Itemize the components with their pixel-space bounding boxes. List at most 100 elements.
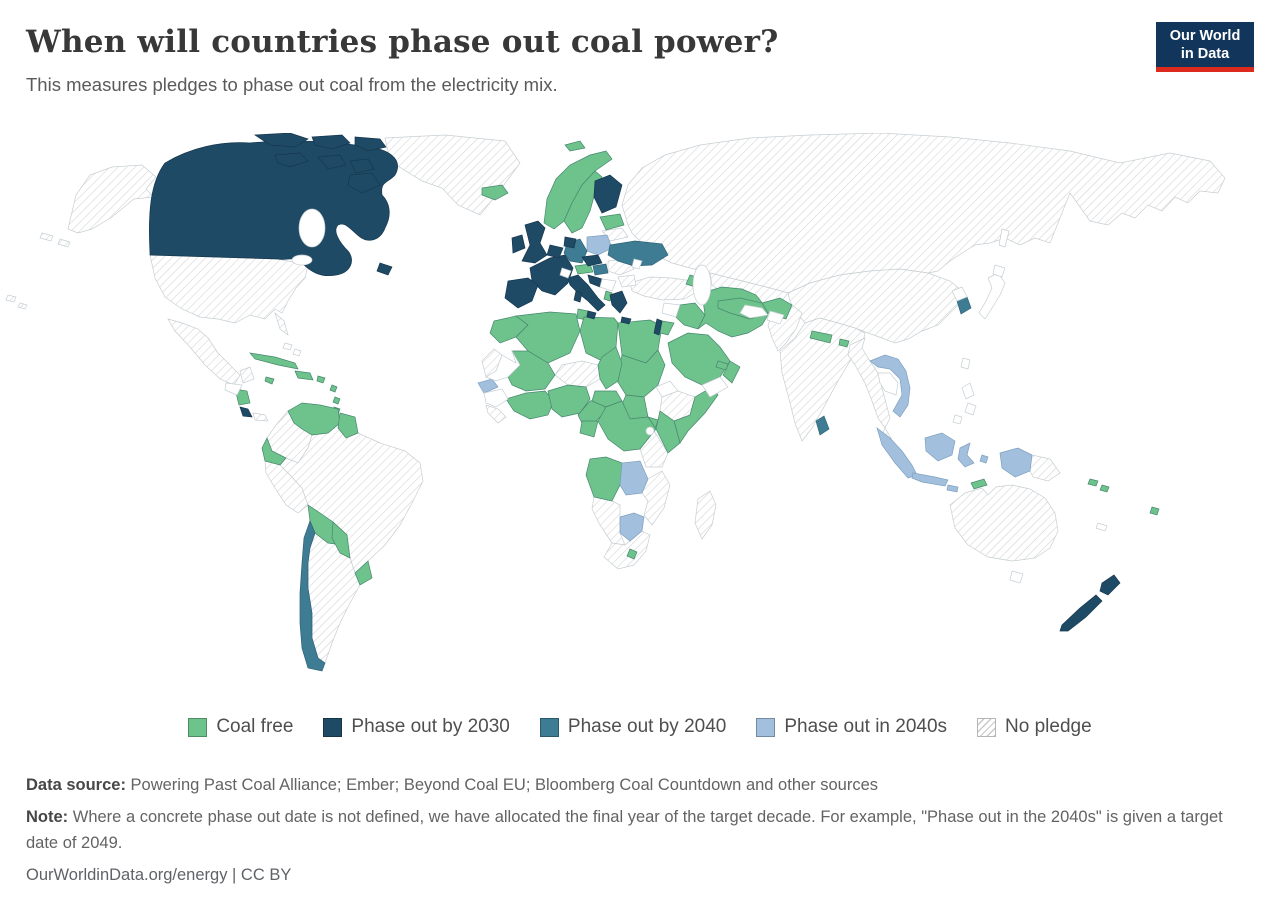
country-algeria[interactable] <box>515 311 581 364</box>
nz-north-island[interactable] <box>1099 574 1121 596</box>
country-venezuela[interactable] <box>287 402 341 436</box>
country-syria[interactable] <box>661 302 681 318</box>
country-taiwan[interactable] <box>960 357 971 370</box>
indonesia-papua[interactable] <box>999 447 1033 478</box>
crete[interactable] <box>620 316 632 325</box>
country-ecuador[interactable] <box>261 437 287 466</box>
newfoundland[interactable] <box>376 262 393 276</box>
legend-item-2030[interactable]: Phase out by 2030 <box>323 716 510 738</box>
country-paraguay[interactable] <box>331 521 351 559</box>
legend-item-coal-free[interactable]: Coal free <box>188 716 293 738</box>
sakhalin[interactable] <box>998 228 1010 248</box>
country-bhutan[interactable] <box>838 338 850 348</box>
country-finland[interactable] <box>593 174 623 214</box>
solomon-islands[interactable] <box>1087 478 1110 493</box>
country-niger[interactable] <box>554 360 601 388</box>
country-drc[interactable] <box>597 400 657 452</box>
country-zambia[interactable] <box>619 460 649 496</box>
country-vietnam[interactable] <box>869 354 911 418</box>
aleutian-islands[interactable] <box>39 232 71 248</box>
country-australia[interactable] <box>949 484 1059 562</box>
country-philippines[interactable] <box>952 382 977 425</box>
usa-florida[interactable] <box>274 311 289 336</box>
country-switzerland[interactable] <box>559 267 572 279</box>
guyana-suriname[interactable] <box>337 412 359 439</box>
country-senegal[interactable] <box>477 378 499 394</box>
indonesia-sulawesi[interactable] <box>957 442 975 468</box>
country-nepal[interactable] <box>809 330 833 344</box>
country-north-korea[interactable] <box>951 286 968 302</box>
sicily[interactable] <box>586 310 597 320</box>
baltic-states[interactable] <box>599 213 625 231</box>
country-austria[interactable] <box>574 263 594 275</box>
hispaniola[interactable] <box>294 370 314 381</box>
country-eritrea[interactable] <box>655 380 679 398</box>
bahamas[interactable] <box>282 342 302 357</box>
sardinia-corsica[interactable] <box>573 290 583 303</box>
country-moldova[interactable] <box>631 258 643 270</box>
country-uruguay[interactable] <box>354 560 373 586</box>
mexico-yucatan[interactable] <box>239 366 255 384</box>
sierra-leone-liberia[interactable] <box>485 404 507 424</box>
country-guinea[interactable] <box>483 388 509 408</box>
country-angola[interactable] <box>585 456 623 502</box>
country-costa-rica[interactable] <box>239 406 253 418</box>
congo-gabon[interactable] <box>579 420 599 438</box>
country-lesotho[interactable] <box>626 548 638 560</box>
country-japan[interactable] <box>978 272 1006 320</box>
country-kenya[interactable] <box>655 410 681 454</box>
japan-hokkaido[interactable] <box>992 264 1006 278</box>
country-chad[interactable] <box>597 346 623 390</box>
country-greece[interactable] <box>609 290 628 314</box>
indonesia-java[interactable] <box>911 472 949 487</box>
benelux[interactable] <box>546 244 564 259</box>
legend-item-2040s[interactable]: Phase out in 2040s <box>756 716 947 738</box>
ivory-coast-ghana[interactable] <box>505 390 555 420</box>
country-poland[interactable] <box>586 234 613 256</box>
country-jordan[interactable] <box>659 320 675 336</box>
guatemala-honduras[interactable] <box>224 382 243 396</box>
country-hungary[interactable] <box>592 263 609 276</box>
nz-south-island[interactable] <box>1059 594 1103 632</box>
country-israel[interactable] <box>653 318 663 336</box>
czechia-slovakia[interactable] <box>581 254 603 267</box>
country-usa[interactable] <box>149 254 309 324</box>
tasmania[interactable] <box>1009 570 1024 584</box>
lesser-sunda-islands[interactable] <box>946 484 959 493</box>
world-choropleth-map[interactable] <box>0 132 1280 703</box>
new-caledonia[interactable] <box>1095 522 1108 532</box>
country-yemen[interactable] <box>701 376 729 398</box>
myanmar-thailand[interactable] <box>847 337 891 429</box>
indonesia-moluccas[interactable] <box>979 454 989 464</box>
country-panama[interactable] <box>252 412 269 422</box>
country-albania[interactable] <box>603 290 613 302</box>
country-mexico[interactable] <box>167 318 241 386</box>
legend-item-2040[interactable]: Phase out by 2040 <box>539 716 726 738</box>
country-croatia[interactable] <box>587 274 603 288</box>
country-south-africa[interactable] <box>603 530 651 570</box>
country-papua-new-guinea[interactable] <box>1029 454 1061 482</box>
laos-cambodia[interactable] <box>877 372 899 396</box>
country-russia[interactable] <box>621 132 1226 294</box>
country-iceland[interactable] <box>481 184 509 201</box>
country-nigeria[interactable] <box>547 384 591 418</box>
uae-qatar[interactable] <box>715 360 729 371</box>
hawaii[interactable] <box>5 294 28 310</box>
country-sri-lanka[interactable] <box>815 415 830 436</box>
country-chile[interactable] <box>299 520 326 672</box>
indonesia-borneo[interactable] <box>924 432 956 462</box>
country-mauritania[interactable] <box>485 350 521 382</box>
country-alaska[interactable] <box>67 164 157 234</box>
uzbekistan-kyrgyzstan[interactable] <box>739 304 785 325</box>
country-madagascar[interactable] <box>694 490 717 540</box>
iberia-spain-portugal[interactable] <box>504 277 539 309</box>
country-serbia[interactable] <box>599 278 617 292</box>
country-ireland[interactable] <box>511 234 526 254</box>
country-fiji[interactable] <box>1149 506 1160 516</box>
country-denmark[interactable] <box>563 236 577 249</box>
country-jamaica[interactable] <box>264 376 275 385</box>
puerto-rico[interactable] <box>316 375 326 384</box>
country-ukraine[interactable] <box>607 240 669 267</box>
country-india[interactable] <box>779 317 866 442</box>
country-turkey[interactable] <box>629 276 701 301</box>
